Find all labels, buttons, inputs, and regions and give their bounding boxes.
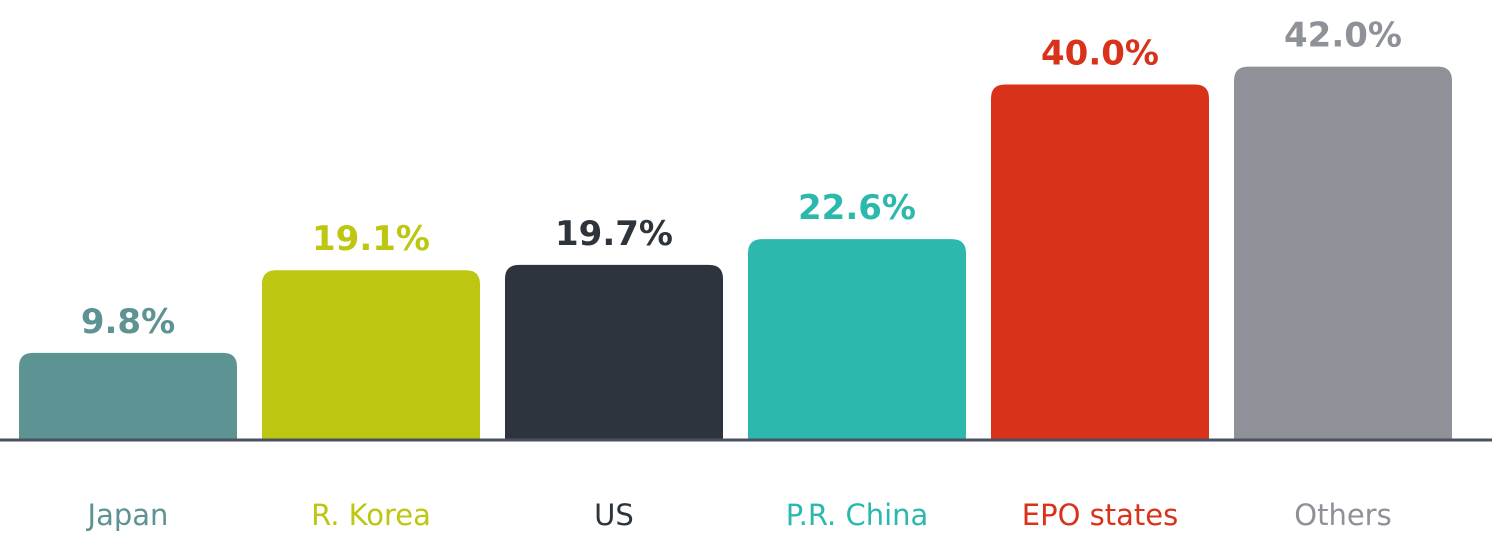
- value-label: 42.0%: [1284, 16, 1402, 56]
- category-label: P.R. China: [786, 498, 929, 532]
- category-label: Japan: [86, 498, 169, 532]
- value-label: 19.7%: [555, 214, 673, 254]
- value-label: 40.0%: [1041, 33, 1159, 73]
- bar: [748, 239, 966, 440]
- value-label: 22.6%: [798, 188, 916, 228]
- value-label: 19.1%: [312, 219, 430, 259]
- category-label: US: [594, 498, 634, 532]
- category-label: Others: [1294, 498, 1391, 532]
- bar: [505, 264, 723, 440]
- value-label: 9.8%: [81, 302, 175, 342]
- category-label: EPO states: [1022, 498, 1178, 532]
- bar: [262, 270, 480, 440]
- bar: [19, 352, 237, 440]
- bar: [1234, 66, 1452, 441]
- bar: [991, 84, 1209, 440]
- category-label: R. Korea: [311, 498, 431, 532]
